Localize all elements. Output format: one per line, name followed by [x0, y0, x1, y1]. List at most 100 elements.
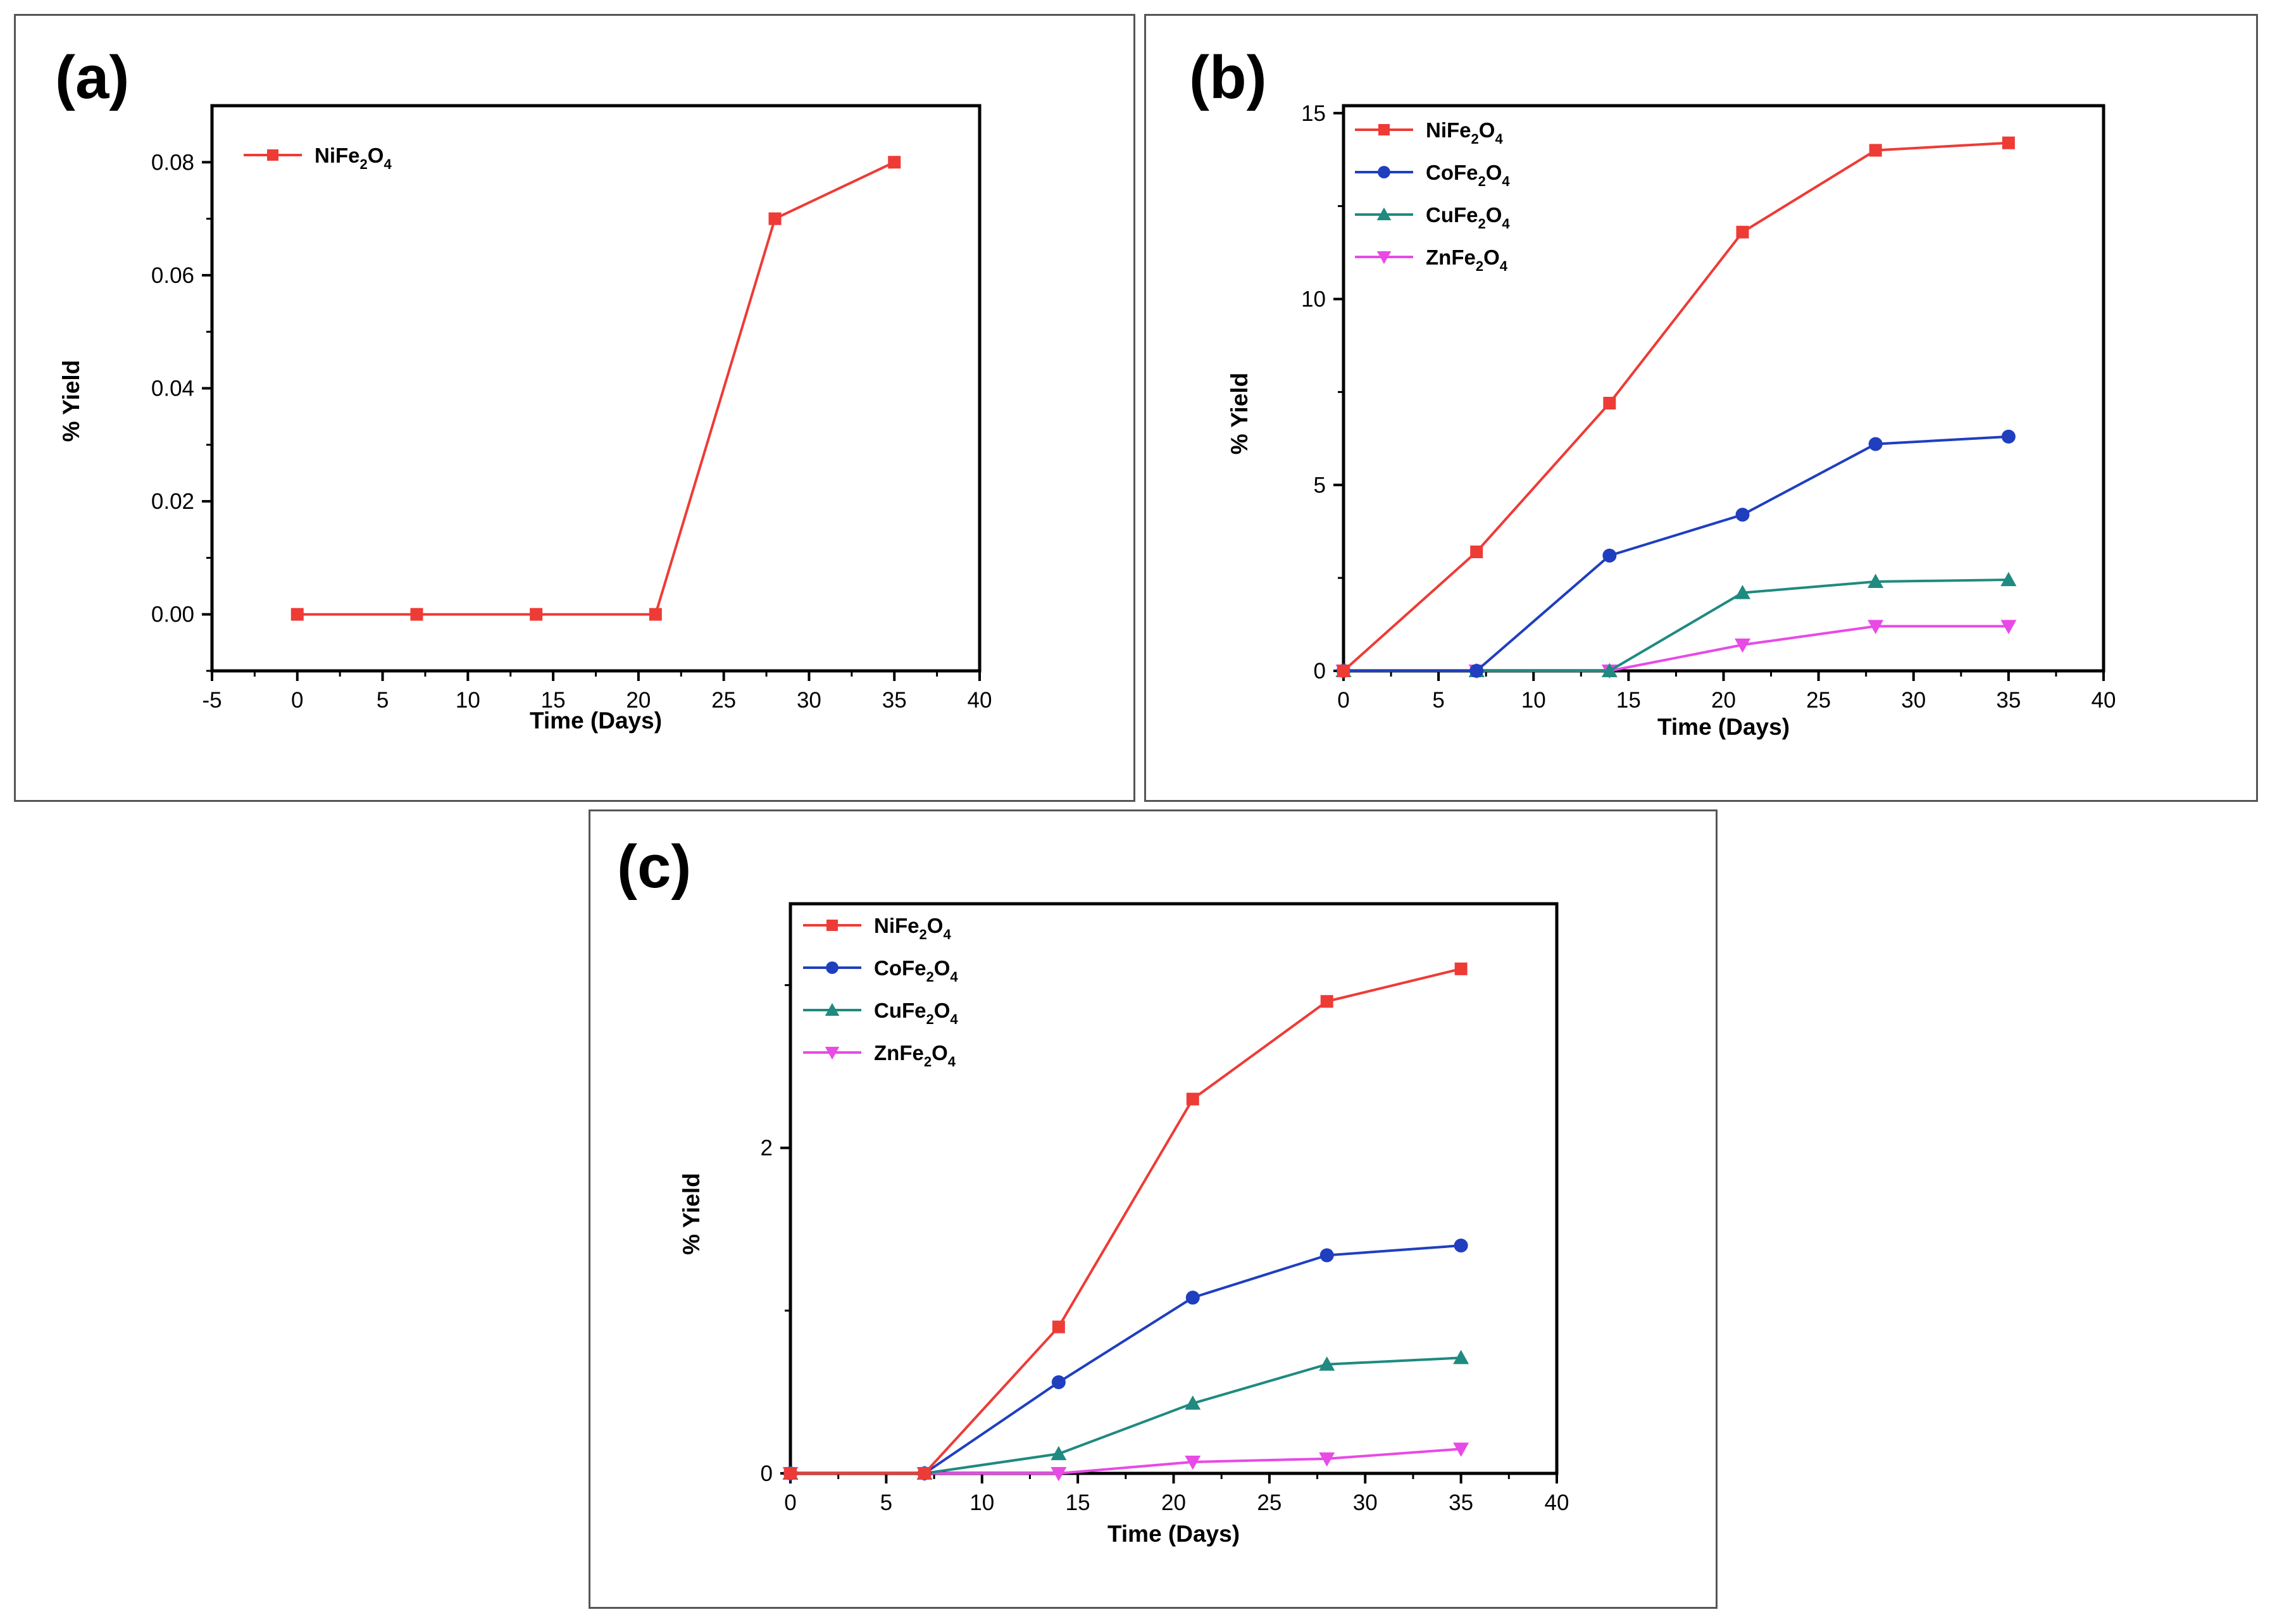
panel-c: (c) 0 5 10 15 20 25 30 35 40 0 2 Time (Days) % Yield N… — [589, 809, 1718, 1609]
data-point-cofe-b — [1868, 437, 1883, 451]
x-tick-label-a: 30 — [797, 688, 821, 713]
data-point-cufe-c — [1319, 1356, 1335, 1371]
x-tick-label-b: 15 — [1616, 688, 1641, 713]
data-point-cufe-c — [1051, 1446, 1067, 1461]
legend-marker-znfe-c — [825, 1047, 840, 1060]
data-point-cofe-c — [1051, 1375, 1066, 1389]
x-tick-label-c: 25 — [1257, 1490, 1282, 1515]
legend-label-znfe-c: ZnFe2O4 — [874, 1041, 956, 1070]
x-tick-label-a: 0 — [291, 688, 303, 713]
data-point-cofe-c — [1319, 1248, 1334, 1263]
legend-marker-nife-b — [1378, 124, 1390, 135]
data-point-nife-c — [1454, 962, 1468, 975]
data-point-cufe-c — [1453, 1349, 1469, 1365]
chart-a-svg: (a) -5 0 5 10 15 20 25 30 35 40 0.00 0.02 0.04 0.06 0.0… — [55, 44, 992, 734]
data-point-znfe-c — [1185, 1456, 1201, 1470]
data-point-nife-a — [530, 608, 543, 621]
y-tick-label-c: 2 — [761, 1136, 773, 1161]
data-point-cofe-b — [1735, 508, 1750, 522]
data-point-nife-b — [2002, 136, 2015, 149]
x-tick-label-a: 5 — [377, 688, 389, 713]
legend-label-znfe-b: ZnFe2O4 — [1426, 246, 1508, 274]
x-tick-label-c: 30 — [1353, 1490, 1378, 1515]
data-point-nife-c — [784, 1467, 797, 1480]
y-tick-label-a: 0.08 — [151, 150, 194, 175]
data-point-cofe-b — [2001, 429, 2016, 444]
data-point-nife-c — [1320, 995, 1333, 1008]
plot-frame-a — [210, 104, 982, 673]
y-tick-label-b: 10 — [1301, 287, 1326, 312]
x-tick-label-a: 35 — [882, 688, 907, 713]
y-axis-title-c: % Yield — [678, 1173, 704, 1255]
y-tick-label-a: 0.06 — [151, 263, 194, 288]
data-point-cufe-b — [1601, 663, 1618, 677]
legend-marker-cofe-b — [1378, 166, 1390, 178]
chart-b-svg: (b) 0 5 10 15 20 25 30 35 40 0 5 10 15 Time (Days) % Yi… — [1189, 44, 2116, 740]
data-point-nife-a — [290, 608, 304, 621]
data-point-nife-b — [1603, 397, 1616, 409]
legend-marker-znfe-b — [1376, 251, 1392, 265]
data-point-nife-c — [918, 1467, 931, 1480]
x-tick-label-a: 20 — [626, 688, 651, 713]
x-tick-label-a: 40 — [968, 688, 992, 713]
panel-a: (a) -5 0 5 10 15 20 25 30 35 40 0.00 0.02 0.04 0.06 0.0… — [14, 14, 1135, 802]
panel-label-a: (a) — [55, 44, 129, 111]
x-tick-label-b: 10 — [1521, 688, 1546, 713]
x-axis-title-a: Time (Days) — [530, 708, 662, 734]
data-point-cufe-b — [1735, 585, 1751, 599]
x-tick-label-b: 25 — [1806, 688, 1831, 713]
x-tick-label-c: 40 — [1545, 1490, 1569, 1515]
data-point-nife-b — [1869, 144, 1882, 157]
x-tick-label-c: 35 — [1449, 1490, 1473, 1515]
data-point-znfe-b — [1735, 638, 1751, 653]
y-axis-title-b: % Yield — [1226, 373, 1252, 455]
x-tick-label-c: 20 — [1161, 1490, 1186, 1515]
x-tick-label-b: 20 — [1711, 688, 1736, 713]
legend-label-cofe-c: CoFe2O4 — [874, 956, 958, 985]
legend-label-cufe-b: CuFe2O4 — [1426, 203, 1510, 232]
data-point-nife-c — [1186, 1092, 1199, 1106]
legend-marker-cufe-c — [825, 1003, 840, 1016]
series-line-znfe-c — [790, 1447, 1461, 1475]
legend-marker-cofe-c — [826, 961, 839, 974]
x-tick-label-c: 10 — [970, 1490, 994, 1515]
legend-label-cufe-c: CuFe2O4 — [874, 999, 958, 1027]
data-point-nife-a — [649, 608, 662, 621]
legend-label-nife-a: NiFe2O4 — [315, 144, 392, 172]
y-tick-label-b: 5 — [1314, 473, 1326, 497]
data-point-znfe-c — [1051, 1467, 1067, 1482]
x-tick-label-a: 15 — [541, 688, 566, 713]
x-tick-label-b: 30 — [1901, 688, 1926, 713]
data-point-nife-b — [1470, 546, 1483, 558]
data-point-nife-a — [768, 212, 782, 225]
x-axis-title-b: Time (Days) — [1657, 714, 1790, 740]
data-point-nife-a — [888, 156, 901, 169]
y-tick-label-c: 0 — [761, 1461, 773, 1486]
x-tick-label-b: 40 — [2092, 688, 2116, 713]
x-tick-label-b: 35 — [1996, 688, 2021, 713]
data-point-nife-c — [1052, 1320, 1065, 1334]
data-point-znfe-c — [1453, 1442, 1469, 1457]
data-point-nife-b — [1337, 665, 1350, 677]
legend-marker-cufe-b — [1376, 207, 1392, 220]
x-tick-label-a: 25 — [711, 688, 736, 713]
data-point-cofe-b — [1602, 548, 1617, 563]
x-tick-label-c: 0 — [784, 1490, 796, 1515]
legend-label-nife-c: NiFe2O4 — [874, 914, 951, 942]
y-axis-title-a: % Yield — [58, 360, 84, 442]
legend-marker-nife-c — [826, 920, 838, 931]
y-tick-label-a: 0.04 — [151, 377, 194, 401]
data-point-znfe-b — [1868, 620, 1884, 634]
data-point-cofe-c — [1185, 1290, 1200, 1305]
series-line-nife-c — [790, 967, 1462, 1475]
data-point-nife-a — [410, 608, 423, 621]
legend-label-nife-b: NiFe2O4 — [1426, 118, 1503, 147]
x-tick-label-b: 0 — [1337, 688, 1349, 713]
y-tick-label-a: 0.00 — [151, 603, 194, 627]
data-point-cofe-b — [1469, 664, 1484, 678]
plot-frame-b — [1342, 104, 2105, 673]
x-tick-label-b: 5 — [1432, 688, 1444, 713]
legend-label-cofe-b: CoFe2O4 — [1426, 161, 1510, 189]
data-point-nife-b — [1736, 225, 1749, 239]
x-tick-label-a: 10 — [456, 688, 480, 713]
